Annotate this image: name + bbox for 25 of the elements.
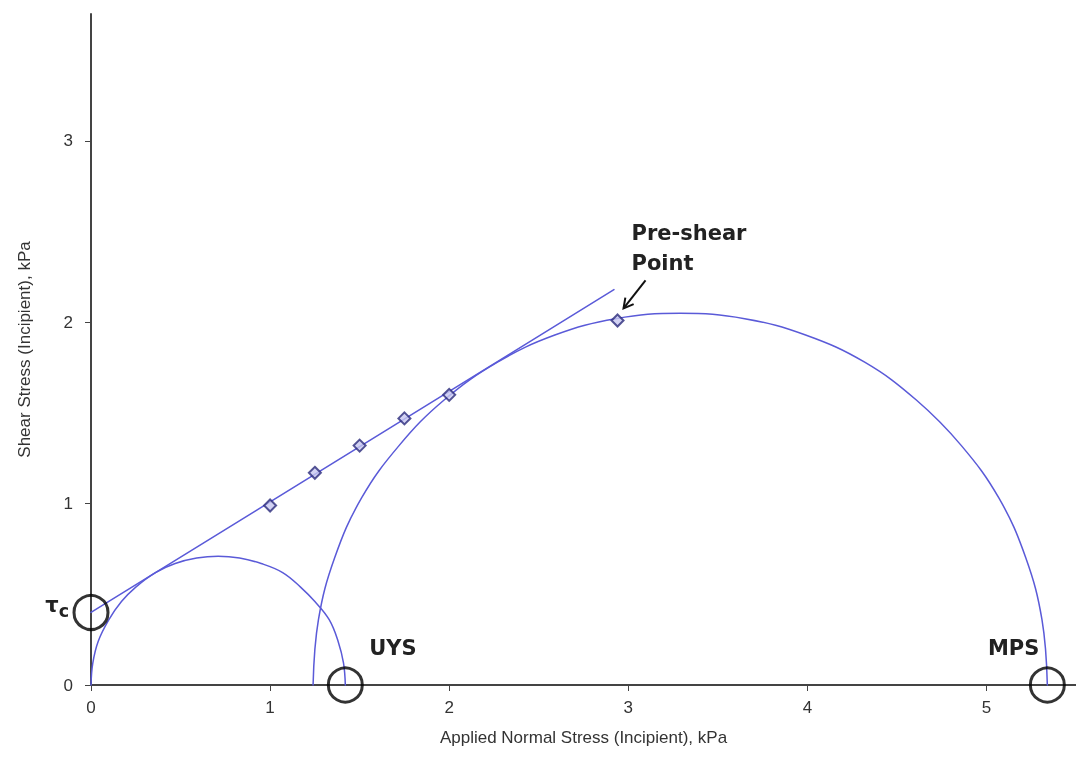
x-tick-label: 4 [802, 698, 813, 717]
y-axis-title: Shear Stress (Incipient), kPa [15, 240, 34, 458]
y-tick-label: 0 [63, 675, 73, 695]
point [72, 593, 110, 631]
point [610, 313, 625, 328]
y-tick-label: 2 [63, 312, 73, 332]
x-tick-label: 3 [623, 698, 634, 717]
x-tick-label: 5 [981, 698, 992, 717]
point [442, 387, 457, 402]
annotation: UYS [369, 635, 417, 662]
x-tick-label: 0 [86, 698, 96, 717]
y-tick-label: 1 [63, 494, 73, 514]
point [1028, 666, 1066, 704]
annotation: MPS [987, 635, 1040, 662]
point [307, 465, 322, 480]
x-axis-title: Applied Normal Stress (Incipient), kPa [439, 728, 728, 747]
point [352, 438, 367, 453]
point [397, 411, 412, 426]
point [263, 498, 278, 513]
x-tick-label: 1 [265, 698, 275, 717]
y-tick-label: 3 [63, 131, 73, 151]
x-tick-label: 2 [444, 698, 454, 717]
annotation: Pre-shear Point [631, 220, 747, 278]
point [326, 666, 364, 704]
annotation: τ$_{c}$ [45, 592, 69, 624]
